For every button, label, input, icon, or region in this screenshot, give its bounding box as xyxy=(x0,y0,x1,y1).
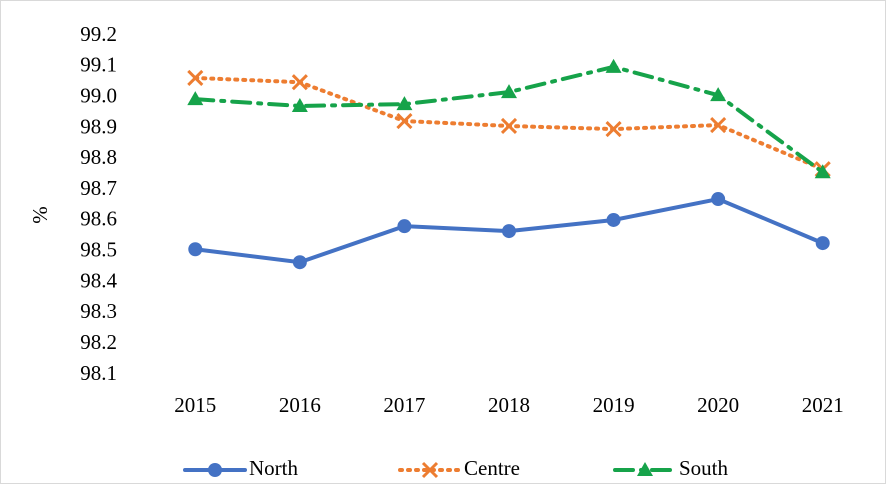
x-tick-label: 2018 xyxy=(488,393,530,417)
legend-marker xyxy=(208,463,222,477)
y-tick-label: 98.3 xyxy=(80,299,117,323)
data-point xyxy=(815,236,830,251)
x-tick-label: 2017 xyxy=(383,393,425,417)
y-tick-label: 98.8 xyxy=(80,145,117,169)
y-tick-label: 99.0 xyxy=(80,83,117,107)
legend-marker xyxy=(637,462,653,476)
data-point xyxy=(187,69,204,86)
legend-label: North xyxy=(249,456,298,480)
data-point xyxy=(397,219,412,234)
data-point xyxy=(501,84,517,99)
y-axis-label: % xyxy=(28,206,52,224)
data-point xyxy=(396,112,413,130)
data-point xyxy=(605,121,622,138)
y-tick-label: 98.7 xyxy=(80,176,117,200)
x-tick-label: 2021 xyxy=(802,393,844,417)
x-tick-label: 2020 xyxy=(697,393,739,417)
data-point xyxy=(814,164,831,179)
data-point xyxy=(291,97,308,112)
legend-label: South xyxy=(679,456,729,480)
legend-marker xyxy=(421,461,439,479)
data-point xyxy=(291,74,308,91)
data-point xyxy=(502,224,516,239)
y-tick-label: 98.5 xyxy=(80,238,117,262)
legend-label: Centre xyxy=(464,456,520,480)
y-tick-label: 98.2 xyxy=(80,330,117,354)
x-tick-label: 2016 xyxy=(279,393,321,417)
x-tick-label: 2015 xyxy=(174,393,216,417)
data-point xyxy=(605,58,622,73)
x-tick-label: 2019 xyxy=(593,393,635,417)
data-point xyxy=(711,192,726,207)
data-point xyxy=(500,117,518,135)
data-point xyxy=(187,91,204,106)
y-tick-label: 98.4 xyxy=(80,268,117,292)
data-point xyxy=(188,242,203,257)
y-tick-label: 98.6 xyxy=(80,207,117,231)
data-point xyxy=(710,117,727,134)
y-tick-label: 98.9 xyxy=(80,114,117,138)
data-point xyxy=(396,96,413,111)
y-tick-label: 98.1 xyxy=(80,361,117,385)
y-tick-label: 99.1 xyxy=(80,53,117,77)
data-point xyxy=(606,212,621,227)
data-point xyxy=(710,87,727,102)
data-point xyxy=(292,255,307,270)
y-tick-label: 99.2 xyxy=(80,22,117,46)
